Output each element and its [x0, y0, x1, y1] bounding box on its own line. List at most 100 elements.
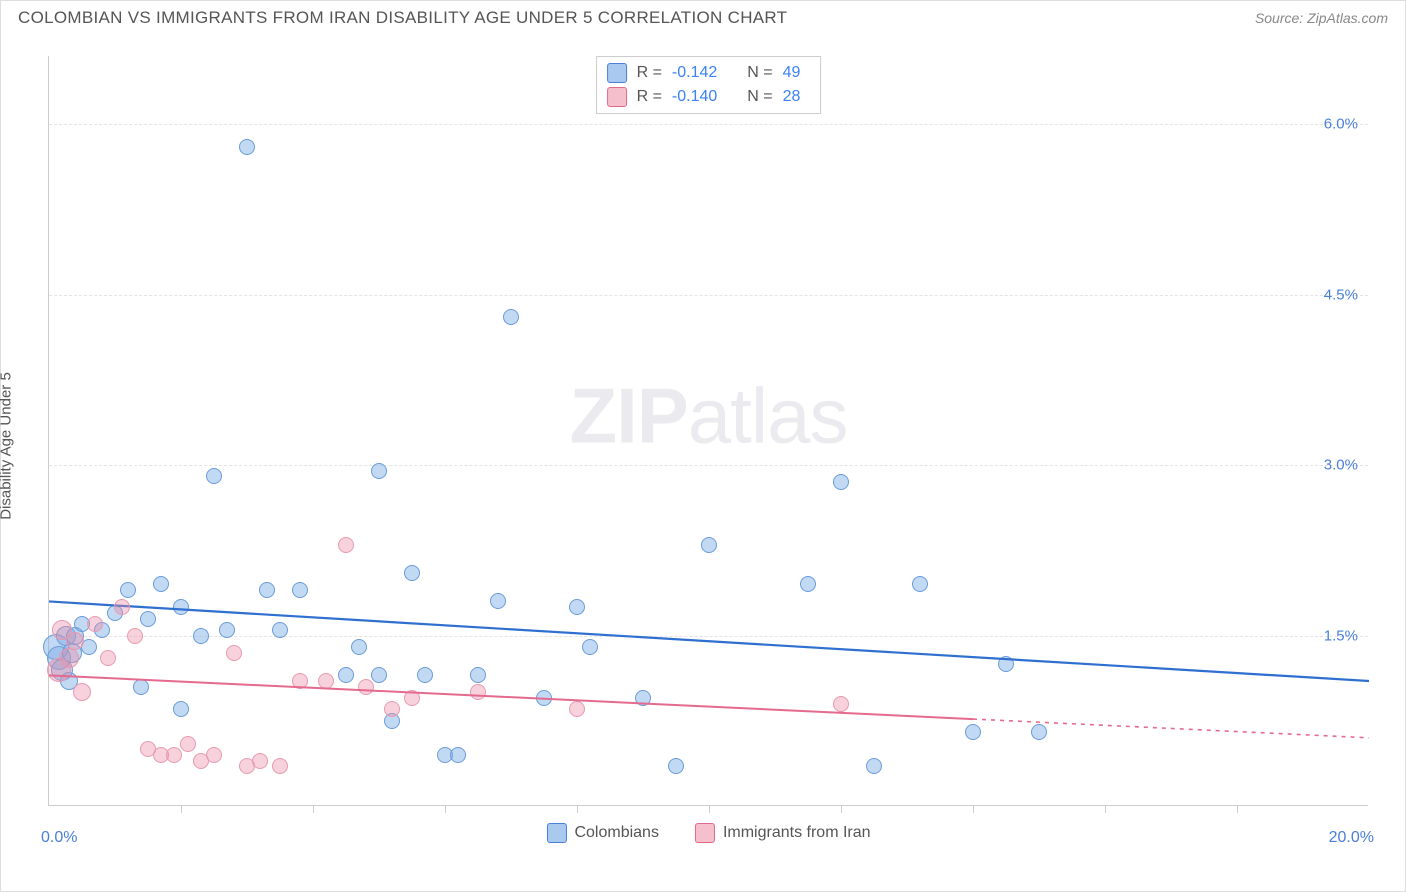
- x-tick: [577, 805, 578, 813]
- n-label: N =: [747, 64, 772, 82]
- chart-container: Disability Age Under 5 ZIPatlas R = -0.1…: [0, 36, 1406, 856]
- data-point: [173, 701, 189, 717]
- data-point: [404, 565, 420, 581]
- data-point: [358, 679, 374, 695]
- x-axis-max-label: 20.0%: [1329, 829, 1374, 847]
- legend-row-colombians: R = -0.142 N = 49: [607, 61, 805, 85]
- data-point: [272, 758, 288, 774]
- data-point: [470, 684, 486, 700]
- regression-line: [49, 56, 1369, 806]
- n-label: N =: [747, 88, 772, 106]
- data-point: [371, 667, 387, 683]
- legend-row-iran: R = -0.140 N = 28: [607, 85, 805, 109]
- x-axis-min-label: 0.0%: [41, 829, 77, 847]
- chart-title: COLOMBIAN VS IMMIGRANTS FROM IRAN DISABI…: [18, 8, 787, 28]
- r-label: R =: [637, 64, 662, 82]
- data-point: [338, 667, 354, 683]
- watermark-zip: ZIP: [569, 371, 687, 459]
- data-point: [252, 753, 268, 769]
- data-point: [120, 582, 136, 598]
- x-tick: [1237, 805, 1238, 813]
- data-point: [206, 468, 222, 484]
- y-axis-label: Disability Age Under 5: [0, 372, 15, 520]
- data-point: [371, 463, 387, 479]
- n-value: 28: [783, 88, 801, 106]
- data-point: [668, 758, 684, 774]
- data-point: [404, 690, 420, 706]
- data-point: [292, 582, 308, 598]
- data-point: [1031, 724, 1047, 740]
- plot-area: ZIPatlas R = -0.142 N = 49 R = -0.140 N …: [48, 56, 1368, 806]
- data-point: [100, 650, 116, 666]
- gridline: [49, 124, 1368, 125]
- data-point: [701, 537, 717, 553]
- y-tick-label: 1.5%: [1324, 627, 1358, 644]
- data-point: [180, 736, 196, 752]
- data-point: [127, 628, 143, 644]
- y-tick-label: 4.5%: [1324, 286, 1358, 303]
- x-tick: [841, 805, 842, 813]
- data-point: [292, 673, 308, 689]
- data-point: [912, 576, 928, 592]
- x-tick: [445, 805, 446, 813]
- data-point: [239, 139, 255, 155]
- data-point: [87, 616, 103, 632]
- data-point: [140, 611, 156, 627]
- data-point: [73, 683, 91, 701]
- source-label: Source: ZipAtlas.com: [1255, 10, 1388, 26]
- data-point: [173, 599, 189, 615]
- swatch-colombians: [607, 63, 627, 83]
- data-point: [536, 690, 552, 706]
- data-point: [833, 474, 849, 490]
- watermark-atlas: atlas: [688, 371, 848, 459]
- bottom-legend-item: Immigrants from Iran: [695, 823, 871, 843]
- data-point: [569, 599, 585, 615]
- x-tick: [181, 805, 182, 813]
- swatch-iran: [607, 87, 627, 107]
- data-point: [153, 576, 169, 592]
- gridline: [49, 295, 1368, 296]
- swatch-icon: [695, 823, 715, 843]
- n-value: 49: [783, 64, 801, 82]
- regression-line: [49, 56, 1369, 806]
- y-tick-label: 6.0%: [1324, 116, 1358, 133]
- data-point: [490, 593, 506, 609]
- bottom-legend-item: Colombians: [546, 823, 658, 843]
- data-point: [866, 758, 882, 774]
- gridline: [49, 465, 1368, 466]
- data-point: [833, 696, 849, 712]
- bottom-legend-label: Immigrants from Iran: [723, 824, 871, 842]
- data-point: [503, 309, 519, 325]
- data-point: [450, 747, 466, 763]
- y-tick-label: 3.0%: [1324, 457, 1358, 474]
- data-point: [635, 690, 651, 706]
- data-point: [133, 679, 149, 695]
- data-point: [965, 724, 981, 740]
- data-point: [259, 582, 275, 598]
- r-value: -0.140: [672, 88, 717, 106]
- data-point: [417, 667, 433, 683]
- data-point: [219, 622, 235, 638]
- x-tick: [313, 805, 314, 813]
- x-tick: [973, 805, 974, 813]
- data-point: [351, 639, 367, 655]
- data-point: [384, 701, 400, 717]
- x-tick: [1105, 805, 1106, 813]
- swatch-icon: [546, 823, 566, 843]
- data-point: [582, 639, 598, 655]
- data-point: [206, 747, 222, 763]
- bottom-legend: Colombians Immigrants from Iran: [546, 823, 870, 843]
- data-point: [272, 622, 288, 638]
- watermark: ZIPatlas: [569, 370, 847, 461]
- data-point: [226, 645, 242, 661]
- header-bar: COLOMBIAN VS IMMIGRANTS FROM IRAN DISABI…: [0, 0, 1406, 36]
- data-point: [470, 667, 486, 683]
- data-point: [338, 537, 354, 553]
- data-point: [569, 701, 585, 717]
- data-point: [114, 599, 130, 615]
- data-point: [66, 632, 84, 650]
- bottom-legend-label: Colombians: [574, 824, 658, 842]
- r-value: -0.142: [672, 64, 717, 82]
- data-point: [166, 747, 182, 763]
- r-label: R =: [637, 88, 662, 106]
